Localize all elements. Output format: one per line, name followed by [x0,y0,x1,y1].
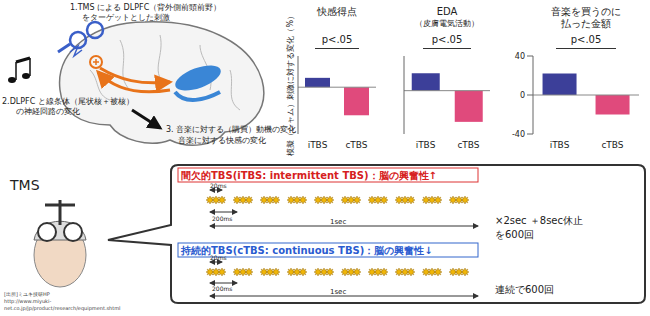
html-text:EDA: EDA [436,6,458,17]
svg-text:持続的TBS(cTBS: continuous TBS)：脳: 持続的TBS(cTBS: continuous TBS)：脳の興奮性↓ [181,245,433,256]
svg-text:音楽に対する快感の変化: 音楽に対する快感の変化 [178,136,266,145]
svg-text:iTBS: iTBS [416,140,436,150]
html-text:p<.05: p<.05 [570,34,602,45]
html-text:p<.05: p<.05 [431,34,463,45]
svg-text:cTBS: cTBS [601,140,623,150]
svg-text:連続で600回: 連続で600回 [495,284,554,295]
svg-text:1sec: 1sec [330,288,346,296]
svg-text:200ms: 200ms [212,215,232,222]
svg-text:3. 音楽に対する（購買）動機の変化: 3. 音楽に対する（購買）動機の変化 [166,125,296,134]
svg-text:TMS: TMS [9,177,40,193]
svg-text:20ms: 20ms [210,254,227,261]
html-text:（皮膚電気活動）: （皮膚電気活動） [415,19,479,28]
svg-text:http://www.miyuki-: http://www.miyuki- [8,298,51,305]
html-text:音楽を買うのに 払った金額: 音楽を買うのに 払った金額 [551,6,621,29]
svg-text:1sec: 1sec [330,218,346,226]
html-text:p<.05: p<.05 [321,34,353,45]
svg-text:の神経回路の変化: の神経回路の変化 [16,107,80,116]
svg-text:×2sec ＋8sec休止: ×2sec ＋8sec休止 [495,215,583,226]
svg-text:20ms: 20ms [210,182,227,189]
svg-text:-40: -40 [512,130,525,139]
svg-text:を600回: を600回 [495,229,534,240]
svg-text:iTBS: iTBS [550,140,570,150]
svg-text:1.TMS による DLPFC（背外側前頭前野）: 1.TMS による DLPFC（背外側前頭前野） [70,3,221,12]
svg-text:間欠的TBS(iTBS: intermittent TBS): 間欠的TBS(iTBS: intermittent TBS)：脳の興奮性↑ [181,170,437,181]
svg-text:net.co.jp/jp/product/research/: net.co.jp/jp/product/research/equipment.… [8,305,120,312]
svg-text:2.DLPFC と線条体（尾状核＋被核）: 2.DLPFC と線条体（尾状核＋被核） [8,97,134,106]
svg-text:[出所]ミユキ技研HP: [出所]ミユキ技研HP [8,291,50,297]
svg-text:200ms: 200ms [212,285,232,292]
html-text:模擬（シャム）刺激に対する変化（%）: 模擬（シャム）刺激に対する変化（%） [285,11,295,156]
html-text:快感得点: 快感得点 [317,6,357,17]
svg-text:iTBS: iTBS [308,140,328,150]
svg-text:40: 40 [515,52,525,61]
svg-text:0: 0 [520,91,525,100]
svg-text:をターゲットとした刺激: をターゲットとした刺激 [82,13,170,22]
svg-text:cTBS: cTBS [345,140,367,150]
svg-text:cTBS: cTBS [457,140,479,150]
